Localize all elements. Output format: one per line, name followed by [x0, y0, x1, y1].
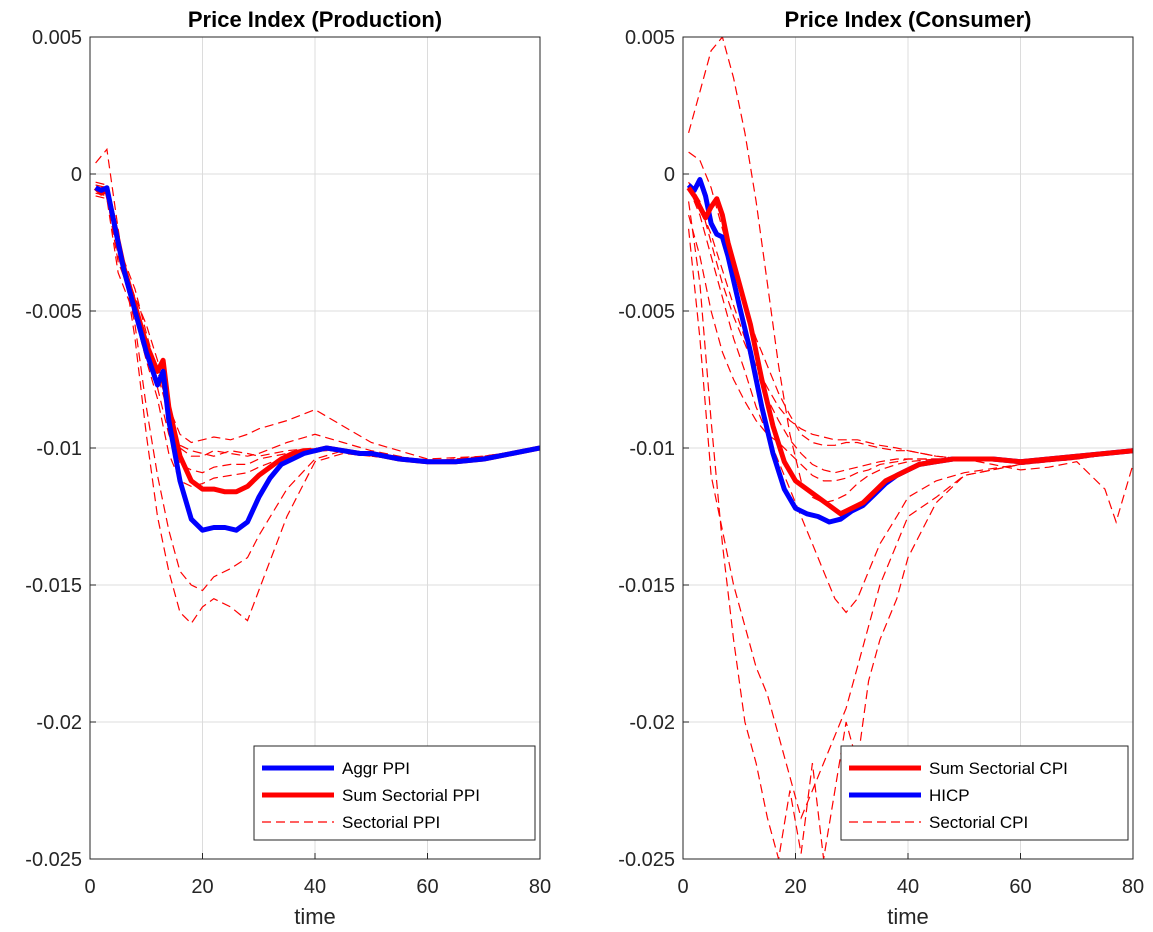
- y-tick-label: -0.02: [36, 712, 82, 734]
- series-line-sectorial: [688, 187, 1133, 614]
- series-line-aggr-ppi: [94, 185, 540, 533]
- x-tick-label: 40: [897, 876, 919, 898]
- series-line-sectorial: [688, 201, 1133, 859]
- x-axis-label: time: [294, 904, 336, 929]
- series-line-sectorial: [688, 228, 1133, 820]
- y-tick-label: -0.025: [25, 849, 82, 871]
- y-tick-label: 0.005: [625, 27, 675, 49]
- x-tick-label: 20: [784, 876, 806, 898]
- y-tick-label: -0.02: [629, 712, 675, 734]
- chart-title: Price Index (Production): [188, 7, 442, 32]
- x-tick-labels: 0 20 40 60 80: [677, 876, 1144, 898]
- y-tick-label: -0.015: [618, 575, 675, 597]
- y-tick-label: 0: [664, 164, 675, 186]
- series-layer: [686, 37, 1133, 859]
- x-tick-labels: 0 20 40 60 80: [84, 876, 551, 898]
- x-tick-label: 60: [416, 876, 438, 898]
- chart-panel-consumer: 0.005 0 -0.005 -0.01 -0.015 -0.02 -0.025 0 20 40…: [618, 7, 1144, 929]
- x-axis-label: time: [887, 904, 929, 929]
- legend: Sum Sectorial CPI HICP Sectorial CPI: [840, 745, 1129, 841]
- y-tick-label: 0: [71, 164, 82, 186]
- series-layer: [93, 147, 540, 625]
- y-tick-label: -0.015: [25, 575, 82, 597]
- series-line-sum-sectorial-cpi: [686, 186, 1133, 517]
- y-tick-label: -0.025: [618, 849, 675, 871]
- legend-label: HICP: [929, 786, 970, 805]
- series-line-sectorial: [95, 184, 540, 460]
- series-line-sectorial: [688, 187, 1133, 524]
- x-tick-label: 0: [677, 876, 688, 898]
- x-tick-label: 20: [191, 876, 213, 898]
- x-tick-label: 80: [1122, 876, 1144, 898]
- series-line-sectorial: [95, 187, 540, 463]
- x-tick-label: 60: [1009, 876, 1031, 898]
- y-tick-labels: 0.005 0 -0.005 -0.01 -0.015 -0.02 -0.025: [618, 27, 675, 871]
- series-line-sectorial: [688, 214, 1133, 482]
- legend-label: Sum Sectorial CPI: [929, 759, 1068, 778]
- legend-label: Sectorial CPI: [929, 813, 1028, 832]
- x-tick-label: 0: [84, 876, 95, 898]
- legend-label: Sum Sectorial PPI: [342, 786, 480, 805]
- y-tick-label: -0.01: [629, 438, 675, 460]
- y-tick-labels: 0.005 0 -0.005 -0.01 -0.015 -0.02 -0.025: [25, 27, 82, 871]
- chart-panel-production: 0.005 0 -0.005 -0.01 -0.015 -0.02 -0.025 0 20 40…: [25, 7, 551, 929]
- chart-title: Price Index (Consumer): [785, 7, 1032, 32]
- x-tick-label: 40: [304, 876, 326, 898]
- legend-label: Sectorial PPI: [342, 813, 440, 832]
- y-tick-label: -0.005: [618, 301, 675, 323]
- x-tick-label: 80: [529, 876, 551, 898]
- series-line-sectorial: [688, 37, 1133, 504]
- y-tick-label: -0.005: [25, 301, 82, 323]
- y-tick-label: 0.005: [32, 27, 82, 49]
- legend: Aggr PPI Sum Sectorial PPI Sectorial PPI: [253, 745, 536, 841]
- y-tick-label: -0.01: [36, 438, 82, 460]
- legend-label: Aggr PPI: [342, 759, 410, 778]
